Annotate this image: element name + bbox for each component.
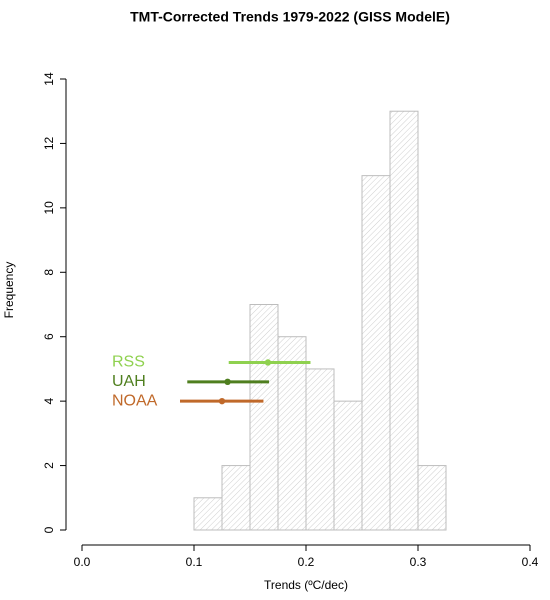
y-tick-label: 6 <box>42 333 56 340</box>
y-tick-label: 4 <box>42 397 56 404</box>
y-tick-label: 0 <box>42 526 56 533</box>
histogram-bar <box>277 336 307 531</box>
histogram-bar <box>221 465 251 531</box>
y-axis-label: Frequency <box>2 262 16 319</box>
y-tick-label: 12 <box>42 136 56 150</box>
histogram-bar <box>249 304 279 531</box>
x-tick-label: 0.1 <box>186 555 203 569</box>
histogram-bar <box>389 110 419 531</box>
observation-point <box>264 359 272 366</box>
x-axis-label: Trends (ºC/dec) <box>264 578 348 592</box>
y-tick-label: 14 <box>42 72 56 86</box>
chart-title: TMT-Corrected Trends 1979-2022 (GISS Mod… <box>130 9 450 25</box>
x-tick-label: 0.2 <box>298 555 315 569</box>
histogram-bar <box>417 465 447 531</box>
histogram-bar <box>361 175 391 531</box>
y-tick-label: 8 <box>42 269 56 276</box>
histogram-bar <box>193 497 223 531</box>
legend-label: UAH <box>112 373 146 390</box>
x-tick-label: 0.3 <box>410 555 427 569</box>
x-tick-label: 0.0 <box>74 555 91 569</box>
histogram-bar <box>305 368 335 531</box>
histogram-bar <box>333 400 363 531</box>
observation-point <box>224 378 231 386</box>
x-tick-label: 0.4 <box>522 555 539 569</box>
legend-label: RSS <box>112 354 145 371</box>
observation-point <box>218 397 226 405</box>
y-tick-label: 10 <box>42 201 56 215</box>
legend-label: NOAA <box>112 392 158 409</box>
y-tick-label: 2 <box>42 462 56 469</box>
